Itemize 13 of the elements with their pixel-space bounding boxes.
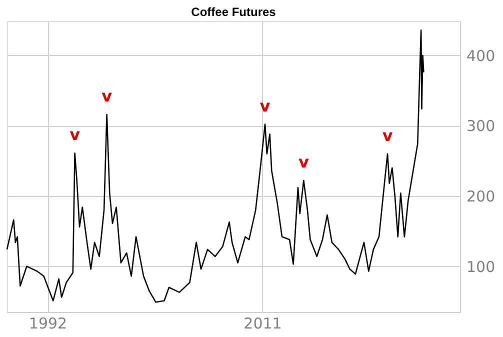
annotation: v [70, 125, 81, 144]
y-tick-label: 400 [466, 46, 496, 65]
annotation: v [382, 126, 394, 145]
y-tick-label: 100 [466, 258, 496, 276]
annotation: v [260, 96, 271, 116]
annotation: v [298, 152, 310, 172]
annotation: v [102, 86, 113, 106]
y-tick-label: 300 [466, 117, 496, 136]
line-series [6, 29, 424, 303]
y-tick-label: 200 [466, 188, 496, 206]
x-tick-label: 1992 [28, 314, 68, 332]
chart-title: Coffee Futures [191, 5, 276, 19]
x-tick-label: 2011 [244, 314, 282, 332]
